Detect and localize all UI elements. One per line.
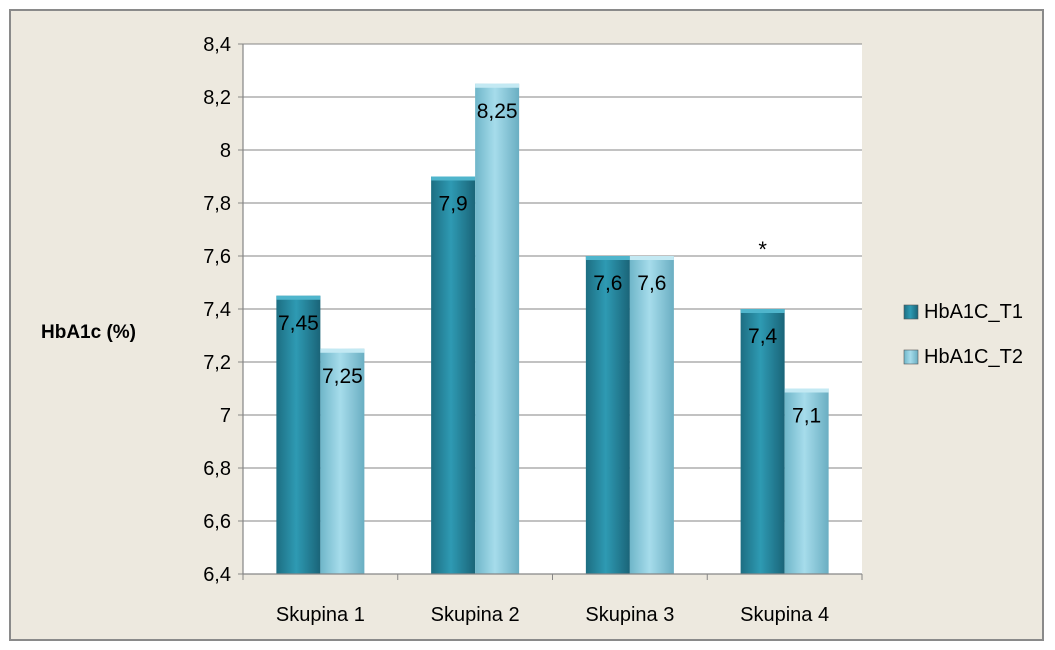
data-label: 7,6 — [593, 272, 622, 295]
data-label: 7,9 — [439, 193, 468, 216]
data-label: 7,25 — [322, 365, 363, 388]
legend: HbA1C_T1 HbA1C_T2 — [903, 301, 1023, 368]
legend-swatch-hba1c_t2 — [903, 349, 919, 365]
significance-annotation: * — [758, 237, 767, 262]
data-label: 8,25 — [477, 100, 518, 123]
y-tick-label: 7,2 — [203, 352, 231, 374]
bar-hba1c_t1-3 — [585, 256, 630, 574]
bar-hba1c_t2-1 — [320, 348, 365, 574]
bar-top-hba1c_t1-2 — [431, 176, 476, 181]
labels: 6,4 6,6 6,8 7 7,2 7,4 7,6 7,8 8 8,2 8,4 7,45 7,25 Sku… — [41, 34, 829, 626]
bar-top-hba1c_t1-1 — [276, 295, 321, 300]
bar-top-hba1c_t1-4 — [740, 309, 785, 313]
y-tick-label: 6,4 — [203, 564, 231, 586]
axes — [238, 43, 863, 580]
legend-label: HbA1C_T1 — [924, 301, 1023, 323]
bar-hba1c_t1-1 — [276, 295, 321, 574]
chart-frame: 6,4 6,6 6,8 7 7,2 7,4 7,6 7,8 8 8,2 8,4 7,45 7,25 Sku… — [9, 9, 1044, 641]
data-label: 7,45 — [278, 312, 319, 335]
y-tick-label: 7,6 — [203, 246, 231, 268]
x-tick-label: Skupina 3 — [585, 604, 674, 626]
legend-label: HbA1C_T2 — [924, 346, 1023, 368]
bar-hba1c_t1-4 — [740, 309, 785, 574]
y-axis-title: HbA1c (%) — [41, 322, 136, 343]
y-tick-label: 8,4 — [203, 34, 231, 56]
y-tick-label: 6,6 — [203, 511, 231, 533]
y-tick-label: 7 — [220, 405, 231, 427]
y-tick-label: 8,2 — [203, 87, 231, 109]
y-tick-label: 7,8 — [203, 193, 231, 215]
bar-top-hba1c_t1-3 — [585, 256, 630, 260]
data-label: 7,4 — [748, 325, 778, 348]
bar-hba1c_t2-4 — [784, 388, 829, 574]
x-tick-label: Skupina 1 — [276, 604, 365, 626]
y-tick-label: 8 — [220, 140, 231, 162]
data-label: 7,6 — [637, 272, 666, 295]
bar-top-hba1c_t2-3 — [629, 256, 674, 260]
bar-top-hba1c_t2-1 — [320, 348, 365, 353]
hba1c-bar-chart: 6,4 6,6 6,8 7 7,2 7,4 7,6 7,8 8 8,2 8,4 7,45 7,25 Sku… — [41, 34, 1023, 626]
bar-hba1c_t2-2 — [475, 83, 520, 574]
bar-hba1c_t2-3 — [629, 256, 674, 574]
x-tick-label: Skupina 2 — [431, 604, 520, 626]
y-tick-label: 7,4 — [203, 299, 231, 321]
bar-top-hba1c_t2-4 — [784, 388, 829, 393]
bars — [276, 83, 829, 574]
data-label: 7,1 — [792, 405, 821, 428]
legend-swatch-hba1c_t1 — [903, 304, 919, 320]
x-tick-label: Skupina 4 — [740, 604, 829, 626]
bar-hba1c_t1-2 — [431, 176, 476, 574]
y-tick-label: 6,8 — [203, 458, 231, 480]
bar-top-hba1c_t2-2 — [475, 83, 520, 88]
